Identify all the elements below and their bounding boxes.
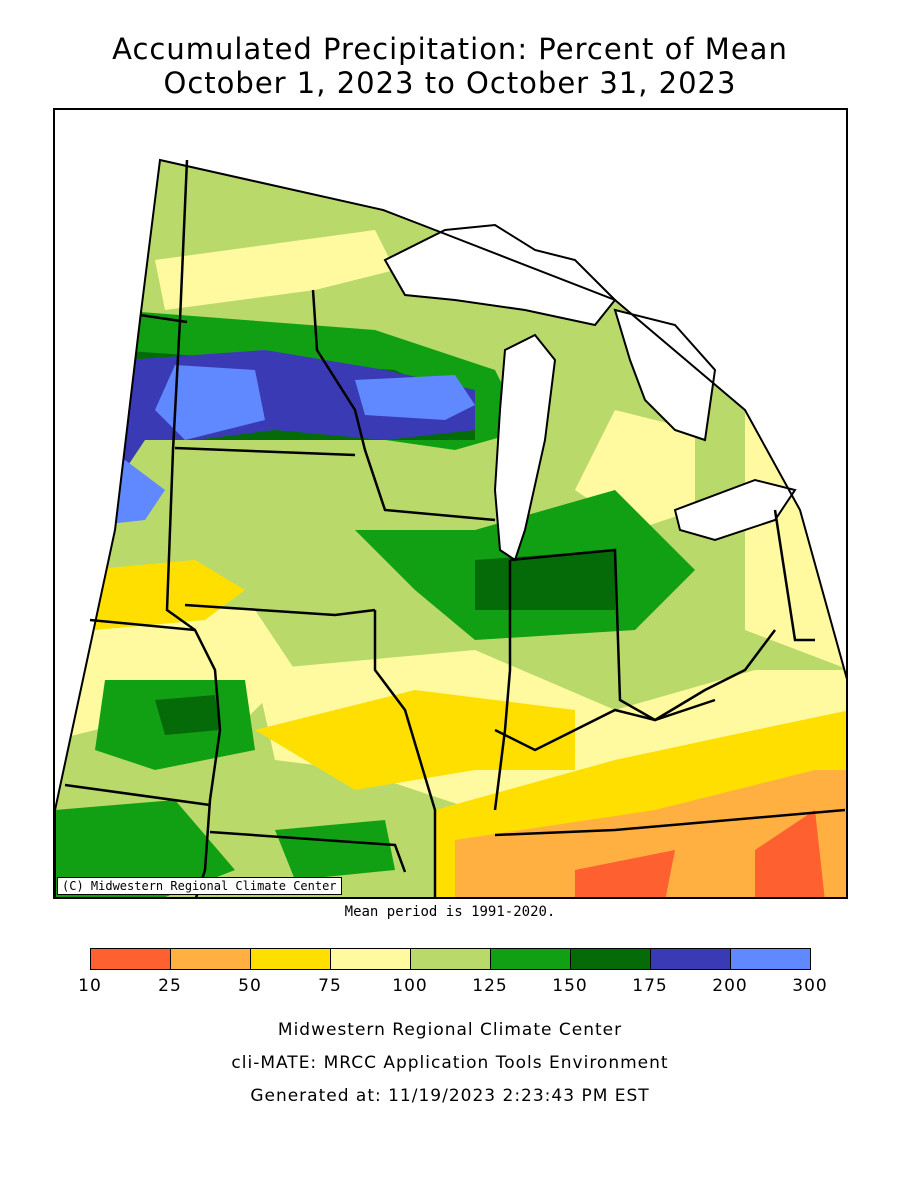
legend-swatch: [250, 948, 331, 970]
footer-tool: cli-MATE: MRCC Application Tools Environ…: [231, 1053, 669, 1073]
legend-swatch: [730, 948, 811, 970]
legend-swatch: [90, 948, 171, 970]
legend-swatch: [570, 948, 651, 970]
legend-tick-label: 175: [632, 976, 668, 996]
color-legend: [90, 948, 811, 970]
legend-tick-label: 10: [78, 976, 102, 996]
footer-organization: Midwestern Regional Climate Center: [277, 1020, 623, 1040]
precipitation-map: (C) Midwestern Regional Climate Center: [53, 108, 848, 899]
legend-tick-label: 125: [472, 976, 508, 996]
legend-swatch: [650, 948, 731, 970]
legend-swatch: [170, 948, 251, 970]
legend-tick-label: 200: [712, 976, 748, 996]
copyright-label: (C) Midwestern Regional Climate Center: [57, 877, 342, 895]
legend-swatch: [490, 948, 571, 970]
footer-generated: Generated at: 11/19/2023 2:23:43 PM EST: [250, 1086, 650, 1106]
map-title: Accumulated Precipitation: Percent of Me…: [112, 32, 788, 66]
legend-tick-label: 50: [238, 976, 262, 996]
legend-swatch: [330, 948, 411, 970]
legend-tick-label: 25: [158, 976, 182, 996]
legend-tick-label: 100: [392, 976, 428, 996]
precipitation-map-graphic: [55, 158, 846, 897]
legend-tick-label: 75: [318, 976, 342, 996]
mean-period-note: Mean period is 1991-2020.: [344, 904, 556, 920]
legend-tick-label: 300: [792, 976, 828, 996]
legend-swatch: [410, 948, 491, 970]
map-date-range: October 1, 2023 to October 31, 2023: [163, 66, 737, 100]
legend-tick-label: 150: [552, 976, 588, 996]
